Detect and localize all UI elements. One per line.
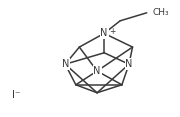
- Text: +: +: [109, 27, 115, 36]
- Text: N: N: [93, 66, 101, 76]
- Text: N: N: [62, 59, 69, 69]
- Text: CH₃: CH₃: [152, 8, 169, 17]
- Text: N: N: [100, 28, 108, 38]
- Text: N: N: [125, 59, 133, 69]
- Text: I⁻: I⁻: [12, 90, 21, 100]
